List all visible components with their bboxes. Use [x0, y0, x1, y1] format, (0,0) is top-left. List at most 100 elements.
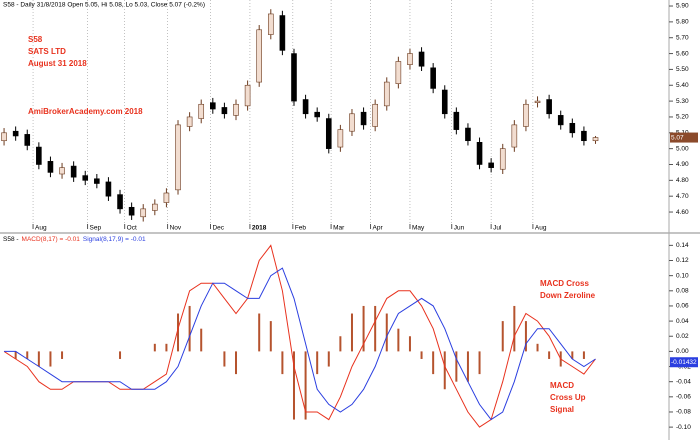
histogram-bar [478, 351, 481, 375]
candle-body [59, 167, 65, 175]
x-tick-label: Nov [170, 225, 182, 232]
histogram-bar [362, 305, 365, 352]
y-tick-label: -0.10 [676, 424, 691, 431]
candle-body [47, 161, 54, 173]
candle-body [395, 61, 402, 84]
histogram-bar [327, 351, 330, 367]
candle-body [534, 100, 541, 103]
candle-body [418, 51, 425, 67]
histogram-bar [316, 351, 319, 375]
y-tick-label: 5.00 [676, 145, 689, 152]
annotation: SATS LTD [28, 47, 66, 56]
histogram-bar [200, 328, 203, 352]
histogram-bar [501, 321, 504, 352]
y-tick-label: 5.50 [676, 66, 689, 73]
pane-title: S58 - MACD(8,17) = -0.01 Signal(8,17,9) = … [3, 236, 146, 243]
candle-body [267, 13, 274, 35]
y-tick-label: 0.12 [676, 257, 689, 264]
annotation: Cross Up [550, 393, 586, 402]
x-tick-label: Aug [35, 225, 47, 232]
histogram-bar [292, 351, 295, 420]
histogram-bar [26, 351, 29, 359]
histogram-bar [548, 351, 551, 359]
legend-entry: S58 - [3, 236, 19, 243]
histogram-bar [223, 351, 226, 367]
annotation: Down Zeroline [540, 291, 596, 300]
candle-body [1, 132, 7, 142]
candle-body [94, 178, 100, 184]
y-tick-label: 5.40 [676, 82, 689, 89]
histogram-bar [339, 336, 342, 352]
candle-body [581, 130, 587, 142]
candle-body [152, 203, 158, 211]
histogram-bar [443, 351, 446, 390]
candle-body [233, 103, 239, 116]
candle-body [499, 148, 506, 170]
candle-body [325, 118, 332, 149]
x-tick-label: Oct [127, 225, 137, 232]
candle-body [82, 175, 89, 181]
x-tick-label: Jun [454, 225, 465, 232]
candle-body [198, 103, 205, 119]
histogram-bar [61, 351, 64, 359]
candle-body [314, 111, 320, 118]
candle-body [163, 192, 170, 203]
x-tick-label: Feb [295, 225, 307, 232]
candle-body [349, 113, 355, 132]
histogram-bar [513, 305, 516, 352]
last-signal-label: -0.01432 [671, 359, 697, 366]
histogram-bar [536, 343, 539, 352]
y-tick-label: 5.30 [676, 98, 689, 105]
y-tick-label: 0.06 [676, 303, 689, 310]
y-tick-label: 4.90 [676, 161, 689, 168]
x-tick-label: 2018 [252, 225, 267, 232]
annotation: August 31 2018 [28, 59, 87, 68]
histogram-bar [397, 328, 400, 352]
histogram-bar [37, 351, 40, 367]
x-tick-label: Apr [373, 225, 384, 232]
x-tick-label: Sep [90, 225, 102, 232]
y-tick-label: 0.02 [676, 333, 689, 340]
histogram-bar [14, 351, 17, 359]
candle-body [256, 29, 262, 83]
candle-body [279, 15, 286, 51]
candle-body [70, 165, 77, 178]
annotation: MACD [550, 381, 574, 390]
histogram-bar [235, 351, 238, 375]
y-tick-label: 5.80 [676, 19, 689, 26]
y-tick-label: 5.20 [676, 114, 689, 121]
legend-entry: Signal(8,17,9) = -0.01 [83, 236, 146, 243]
candle-body [453, 111, 460, 130]
last-signal-box [670, 357, 698, 368]
candle-body [546, 99, 552, 115]
candle-body [36, 146, 42, 165]
histogram-bar [374, 305, 377, 352]
candle-body [372, 103, 378, 127]
histogram-bar [408, 336, 411, 352]
candle-body [221, 107, 228, 115]
annotation: Signal [550, 405, 574, 414]
histogram-bar [466, 351, 469, 382]
histogram-bar [455, 351, 458, 382]
y-tick-label: 0.00 [676, 348, 689, 355]
candle-body [441, 89, 448, 115]
histogram-bar [582, 351, 585, 359]
candle-body [592, 137, 599, 142]
x-tick-label: Jul [493, 225, 502, 232]
histogram-bar [258, 313, 261, 352]
y-tick-label: 0.08 [676, 288, 689, 295]
candle-body [360, 111, 367, 126]
last-price-label: 5.07 [671, 134, 684, 141]
candle-body [244, 84, 251, 107]
y-tick-label: 5.90 [676, 3, 689, 10]
histogram-bar [165, 343, 168, 352]
histogram-bar [188, 305, 191, 352]
y-tick-label: 4.80 [676, 177, 689, 184]
candle-body [291, 53, 297, 102]
histogram-bar [281, 351, 284, 375]
histogram-bar [153, 343, 156, 352]
chart-title: S58 - Daily 31/8/2018 Open 5.05, Hi 5.08… [3, 2, 205, 9]
histogram-bar [269, 321, 272, 352]
